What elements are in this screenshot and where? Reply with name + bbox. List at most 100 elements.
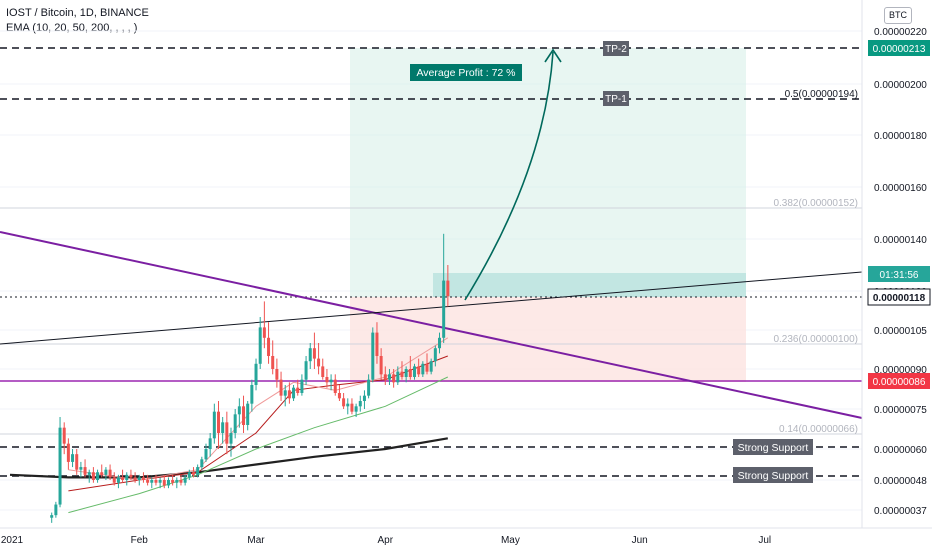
candle [212,403,216,444]
price-tick-label: 0.00000037 [874,506,927,517]
candle-body [317,358,321,367]
candle [75,449,79,475]
candle-body [404,369,408,377]
candle-body [179,480,183,483]
projection-arrow [464,51,554,301]
candle-body [387,374,391,380]
candle [317,343,321,375]
time-axis[interactable]: 2021 Feb Mar Apr May Jun Jul [1,535,771,546]
candle [296,379,300,396]
time-tick-label: Feb [131,535,149,546]
symbol-title: IOST / Bitcoin, 1D, BINANCE [6,7,149,19]
candle [425,353,429,375]
candle [246,401,250,431]
candle-layer [50,233,450,523]
candle-body [204,449,208,460]
candle [362,390,366,409]
candle [438,332,442,354]
ema50-line [68,376,449,514]
candle [196,464,200,478]
candle [146,474,150,486]
candle [58,417,62,508]
candle-body [421,363,425,375]
candle-body [321,366,325,377]
ascending-trendline [0,271,863,345]
fib-label-0236: 0.236(0.00000100) [773,334,858,345]
candle-body [271,356,275,369]
price-tick-label: 0.00000180 [874,131,927,142]
candle-body [221,422,225,433]
candle [150,477,154,489]
candle [217,401,220,449]
candle-body [446,280,450,297]
candle [371,327,375,383]
candle-body [417,366,421,375]
candle [350,398,354,415]
candle-body [187,472,191,478]
descending-trendline [0,231,863,419]
candle-body [225,422,229,444]
candle [166,477,170,489]
fib-label-05: 0.5(0.00000194) [785,89,858,100]
candle-body [312,348,316,359]
projection-arrowhead [544,48,562,63]
price-tick-label: 0.00000060 [874,445,927,456]
svg-text:0.00000118: 0.00000118 [873,293,926,304]
candle-body [71,454,75,462]
candle [396,366,400,385]
candle [325,369,329,388]
price-axis[interactable]: 0.00000220 0.00000200 0.00000180 0.00000160… [874,27,927,517]
candle [379,348,383,380]
candle-body [158,480,162,483]
candle [87,469,91,483]
currency-button[interactable]: BTC [884,7,912,24]
candle [300,374,304,396]
candle [162,474,166,489]
stop-price-tag: 0.00000086 [868,373,930,389]
candle [71,449,75,468]
candle [183,474,187,486]
svg-text:01:31:56: 01:31:56 [880,270,919,281]
candle-body [96,472,100,480]
candle [129,469,133,480]
candle-body [337,393,341,399]
candle [321,358,325,380]
time-tick-label: Apr [378,535,394,546]
candle [400,361,404,380]
candle [208,433,212,457]
candle [191,467,195,478]
candle-body [66,443,70,462]
candle-body [300,379,304,393]
candle-body [91,472,95,480]
tp2-price-tag: 0.00000213 [868,40,930,56]
candle-body [287,390,291,399]
candle-body [121,477,125,480]
ema200-line [9,437,448,479]
candle-body [83,467,87,475]
candle [267,322,271,364]
candle-body [54,504,58,516]
candle [221,417,225,444]
candle [96,469,100,483]
candle [275,358,279,388]
price-tick-label: 0.00000160 [874,183,927,194]
candle-body [254,363,258,385]
candle-body [358,401,362,407]
candle-body [350,403,354,412]
candle [108,464,112,480]
candle [283,385,287,407]
svg-text:Average Profit : 72 %: Average Profit : 72 % [416,67,515,79]
candle [137,474,141,486]
candle-body [87,472,91,475]
candle-body [262,327,266,338]
candle [292,385,296,401]
candle [171,474,175,486]
candle-body [146,480,150,483]
candle [237,398,241,428]
price-tick-label: 0.00000140 [874,235,927,246]
candle [383,366,387,385]
candle [116,474,120,489]
price-tick-label: 0.00000105 [874,326,927,337]
candle-body [100,472,104,475]
